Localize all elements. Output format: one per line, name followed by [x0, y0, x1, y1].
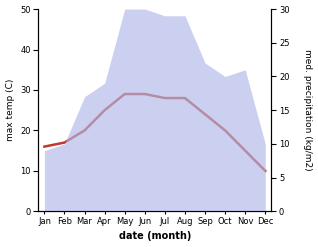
Y-axis label: med. precipitation (kg/m2): med. precipitation (kg/m2) [303, 49, 313, 171]
Y-axis label: max temp (C): max temp (C) [5, 79, 15, 141]
X-axis label: date (month): date (month) [119, 231, 191, 242]
